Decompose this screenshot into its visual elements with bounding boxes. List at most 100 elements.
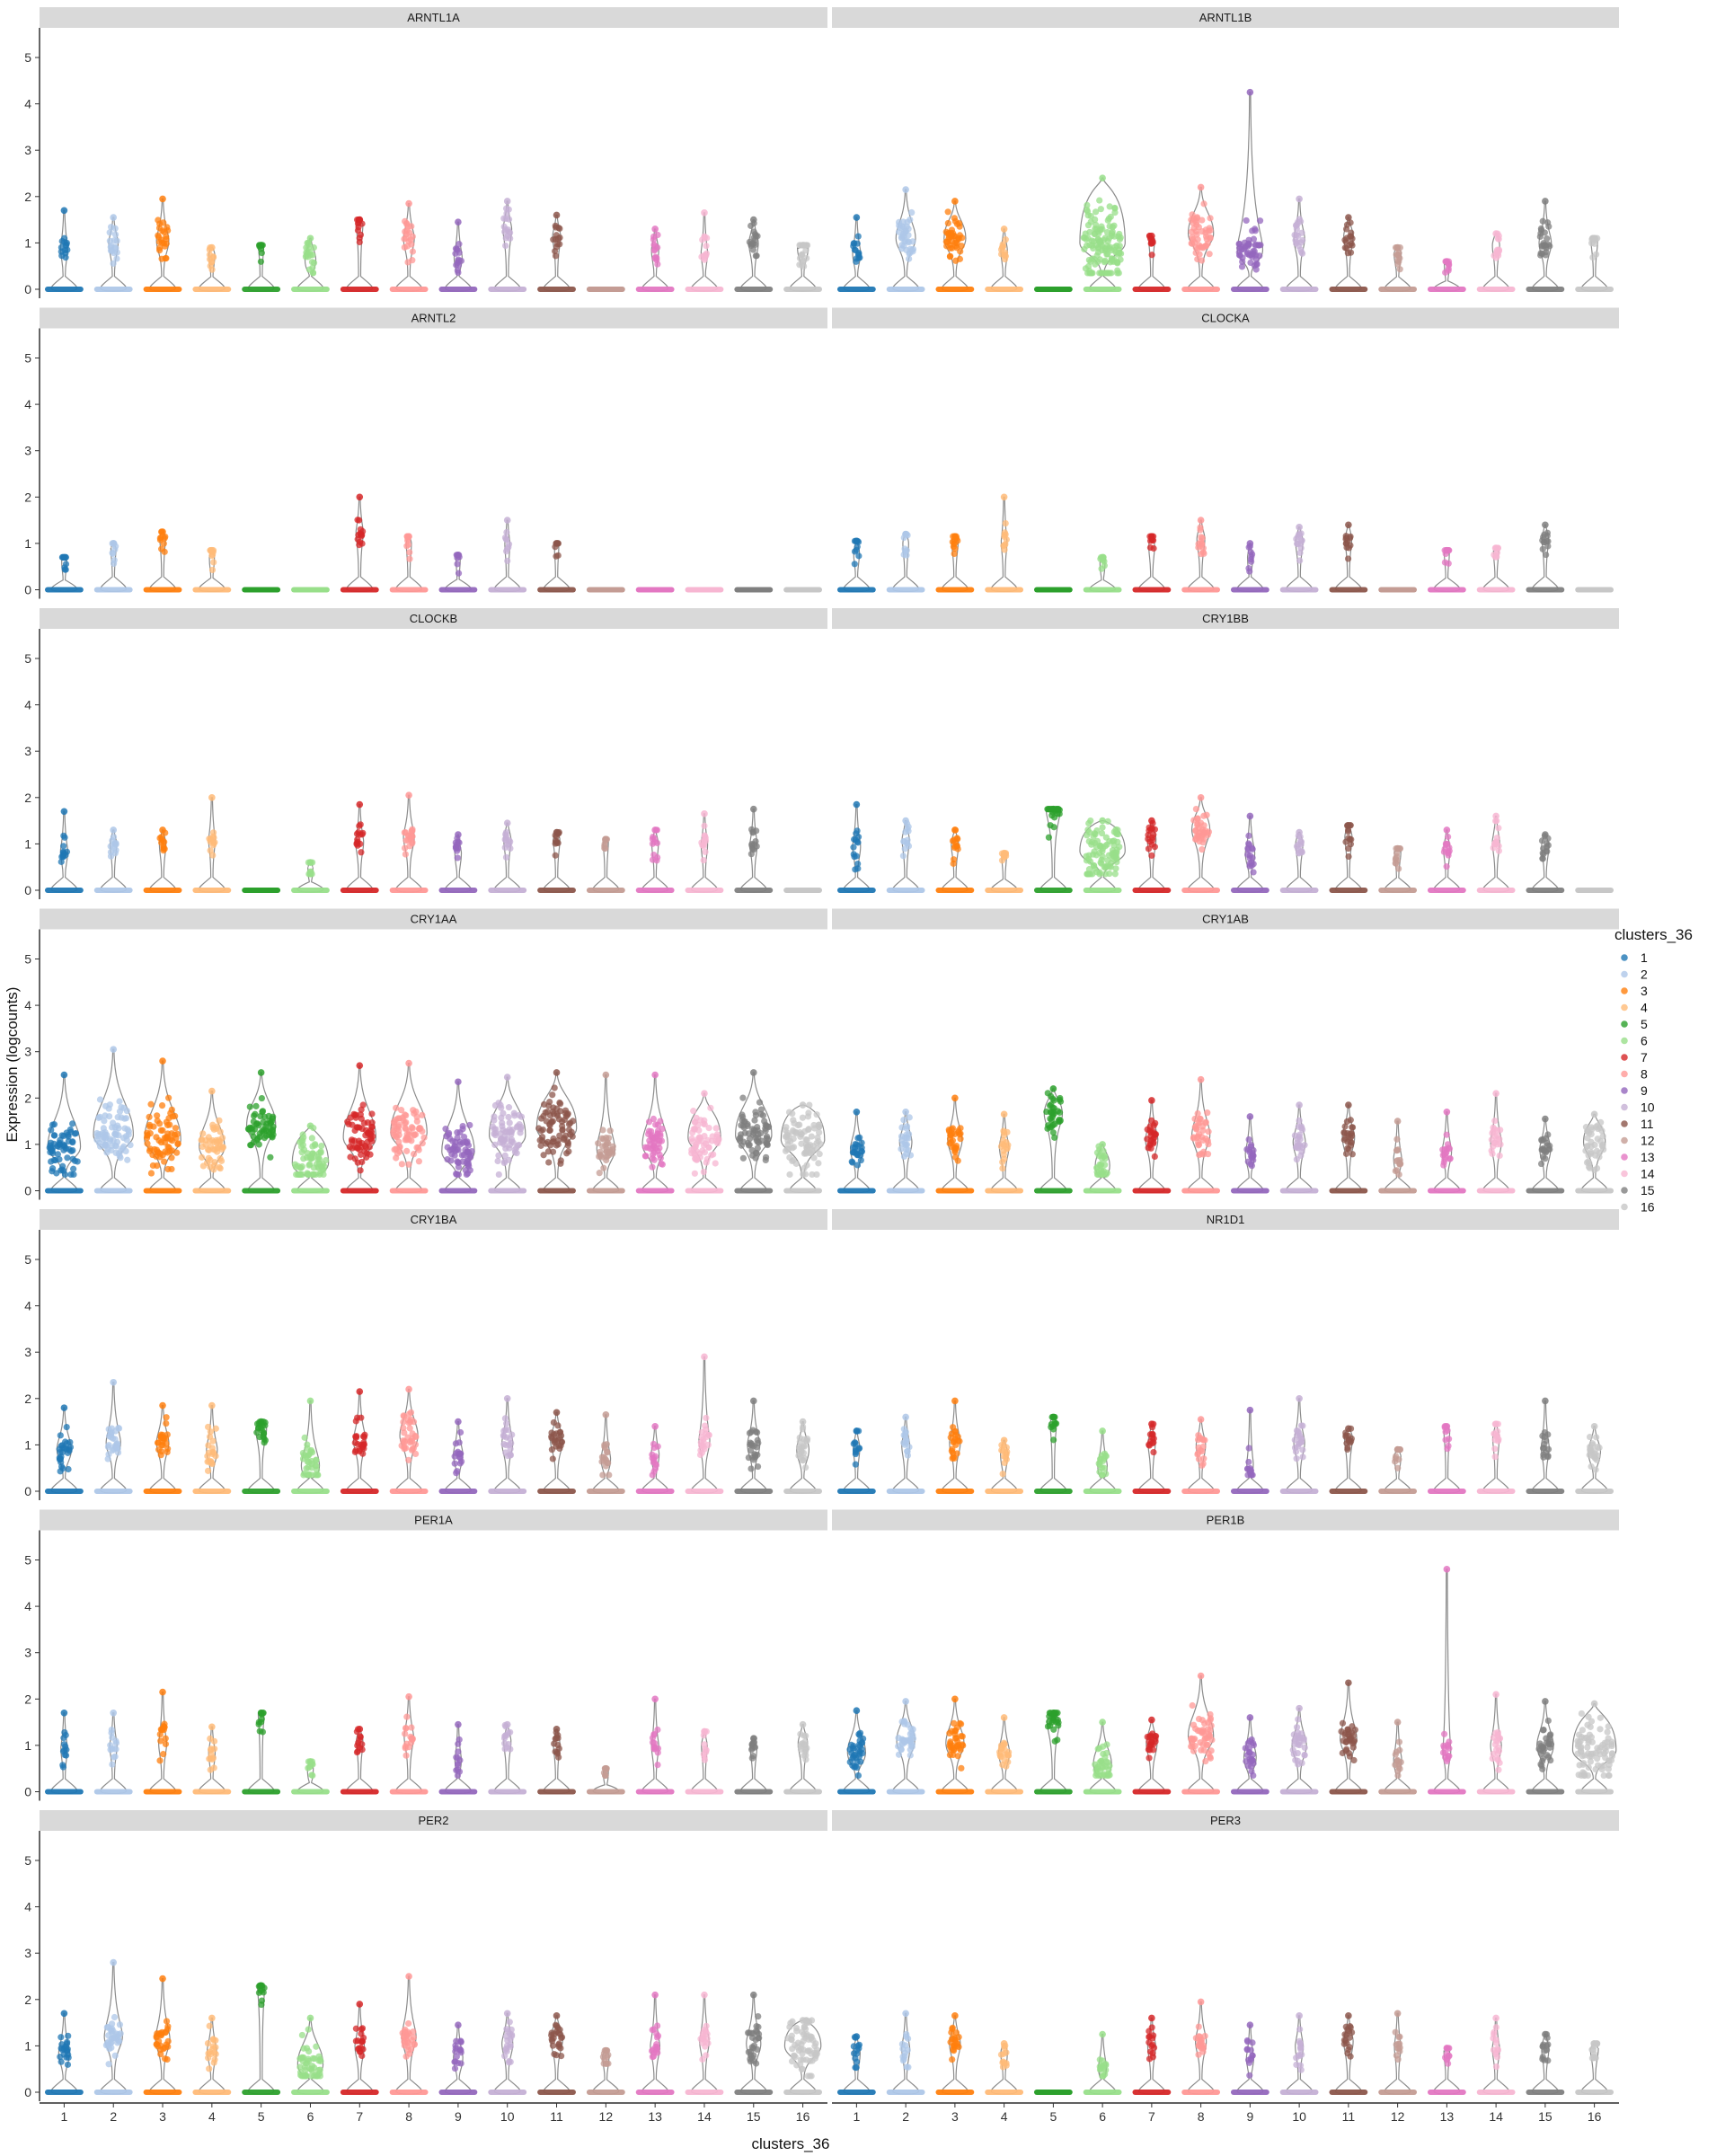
data-point [1148, 852, 1155, 859]
data-point [153, 1134, 160, 1141]
data-point [1345, 853, 1352, 861]
zero-points [836, 888, 876, 893]
violin-cluster-15 [734, 1735, 774, 1795]
data-point [58, 2046, 66, 2054]
data-point [1146, 1754, 1153, 1762]
data-point [213, 1125, 220, 1132]
data-point [58, 2058, 65, 2065]
data-point [570, 1118, 577, 1125]
data-point [542, 1109, 549, 1117]
max-point [110, 1709, 118, 1717]
data-point [1248, 558, 1255, 565]
facet-strip-label: ARNTL1A [407, 11, 460, 24]
data-point [783, 1145, 791, 1153]
data-point [205, 1154, 212, 1162]
data-point [1593, 1456, 1601, 1463]
data-point [1349, 235, 1356, 243]
data-point [902, 1439, 909, 1446]
data-point [1097, 206, 1104, 213]
data-point [217, 1157, 226, 1164]
data-point [1343, 244, 1350, 252]
data-point [744, 1120, 751, 1128]
data-point [1188, 216, 1195, 224]
data-point [246, 1124, 253, 1132]
data-point [545, 1159, 553, 1166]
violin-cluster-6 [1083, 1141, 1122, 1194]
zero-points [1230, 287, 1269, 292]
zero-points [1132, 1188, 1172, 1194]
data-point [250, 1118, 257, 1126]
data-point [1101, 870, 1109, 878]
zero-points [537, 1188, 576, 1194]
data-point [1103, 1741, 1110, 1748]
data-point [1248, 253, 1256, 261]
zero-points [886, 888, 925, 893]
data-point [603, 1156, 610, 1164]
max-point [553, 828, 561, 836]
max-point [902, 186, 909, 193]
data-point [1244, 249, 1252, 256]
violin-cluster-4 [985, 1110, 1024, 1194]
data-point [61, 1445, 68, 1452]
data-point [1194, 255, 1201, 263]
data-point [1088, 270, 1095, 277]
data-point [505, 216, 513, 223]
data-point [1587, 1758, 1594, 1765]
zero-points [1575, 1188, 1614, 1194]
violin-cluster-16 [1575, 1422, 1614, 1494]
data-point [903, 1125, 910, 1132]
zero-points [340, 287, 379, 292]
data-point [1293, 1455, 1300, 1462]
data-point [551, 1084, 558, 1091]
max-point [356, 1726, 364, 1733]
data-point [59, 1763, 67, 1771]
data-point [166, 1147, 173, 1155]
data-point [557, 1442, 564, 1449]
zero-points [685, 888, 724, 893]
data-point [1116, 235, 1123, 243]
violin-cluster-6 [1083, 553, 1122, 593]
zero-points [985, 587, 1024, 593]
data-point [1296, 218, 1305, 225]
zero-points [1329, 287, 1368, 292]
data-point [750, 240, 757, 248]
data-point [1542, 1449, 1549, 1456]
data-point [62, 852, 69, 859]
data-point [801, 1164, 808, 1171]
data-point [748, 1442, 756, 1449]
zero-points [143, 1489, 182, 1494]
violin-cluster-4 [192, 243, 232, 292]
violin-cluster-11 [1329, 214, 1368, 292]
data-point [1190, 1721, 1198, 1728]
data-point [505, 206, 512, 213]
data-point [204, 1458, 211, 1465]
zero-points [340, 888, 379, 893]
zero-points [389, 888, 429, 893]
data-point [1199, 1462, 1206, 1469]
violin-cluster-11 [537, 1726, 576, 1795]
data-point [1299, 236, 1306, 244]
data-point [1296, 549, 1304, 556]
zero-points [685, 287, 724, 292]
zero-points [586, 287, 625, 292]
zero-points [1526, 1188, 1565, 1194]
max-point [60, 2010, 68, 2018]
data-point [1244, 1471, 1252, 1479]
data-point [1491, 1126, 1498, 1133]
data-point [1604, 1728, 1611, 1736]
data-point [908, 208, 916, 216]
data-point [60, 1132, 67, 1140]
max-point [208, 1401, 216, 1409]
data-point [1189, 1701, 1196, 1710]
data-point [210, 1449, 217, 1456]
data-point [255, 1141, 262, 1148]
zero-points [488, 1188, 527, 1194]
zero-points [734, 587, 774, 593]
violin-cluster-4 [192, 1723, 232, 1795]
data-point [205, 1449, 213, 1456]
data-point [1347, 1117, 1354, 1124]
y-tick-label: 5 [24, 952, 31, 967]
violin-cluster-14 [1476, 1691, 1516, 1795]
data-point [252, 1110, 259, 1118]
max-point [405, 791, 412, 800]
